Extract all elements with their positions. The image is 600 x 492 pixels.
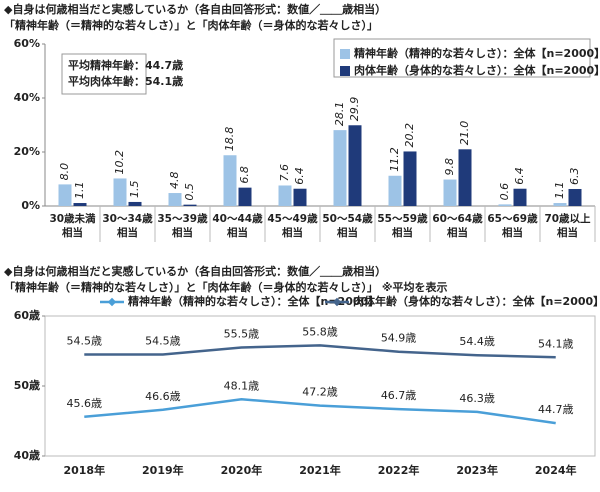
x-tick-label: 30歳未満 相当 (49, 213, 96, 239)
y-tick-label: 40% (14, 91, 40, 104)
x-tick-label: 55～59歳 相当 (377, 213, 428, 239)
value-label: 1.1 (73, 182, 86, 200)
value-label: 6.4 (293, 167, 306, 185)
chart-subtitle: 「精神年齢（＝精神的な若々しさ）」と「肉体年齢（＝身体的な若々しさ）」 (4, 18, 378, 32)
bar (513, 188, 527, 206)
bar (278, 185, 292, 206)
value-label: 45.6歳 (67, 397, 103, 410)
bar (443, 179, 457, 206)
value-label: 11.2 (388, 147, 401, 172)
legend-box (333, 38, 591, 78)
x-tick-label: 70歳以上 相当 (544, 213, 591, 239)
bar (293, 188, 307, 206)
value-label: 10.2 (113, 150, 126, 175)
value-label: 54.4歳 (459, 335, 495, 348)
value-label: 9.8 (443, 158, 456, 176)
bar (388, 175, 402, 206)
x-tick-label: 2021年 (299, 463, 341, 477)
value-label: 21.0 (458, 121, 471, 146)
chart-subtitle: 「精神年齢（＝精神的な若々しさ）」と「肉体年齢（＝身体的な若々しさ）」 ※平均を… (4, 280, 448, 294)
value-label: 44.7歳 (538, 403, 574, 416)
value-label: 46.7歳 (381, 389, 417, 402)
value-label: 55.8歳 (302, 325, 338, 338)
bar (403, 151, 417, 206)
bar (73, 203, 87, 206)
value-label: 54.9歳 (381, 332, 417, 345)
legend-label: 肉体年齢（身体的な若々しさ）：全体【n=2000】 (353, 294, 600, 308)
value-label: 29.9 (348, 97, 361, 122)
bar (568, 188, 582, 206)
x-tick-label: 30～34歳 相当 (102, 213, 153, 239)
x-tick-label: 2023年 (456, 463, 498, 477)
x-tick-label: 2022年 (378, 463, 420, 477)
bar (348, 125, 362, 206)
value-label: 46.6歳 (145, 390, 181, 403)
chart-title: ◆自身は何歳相当だと実感しているか（各自由回答形式：数値／＿＿歳相当） (4, 2, 386, 16)
x-tick-label: 50～54歳 相当 (322, 213, 373, 239)
value-label: 48.1歳 (224, 379, 260, 392)
y-tick-label: 40歳 (14, 448, 40, 462)
value-label: 4.8 (168, 172, 181, 190)
bar (183, 204, 197, 206)
y-tick-label: 20% (14, 145, 40, 158)
line (84, 344, 556, 359)
bar (168, 193, 182, 206)
value-label: 46.3歳 (459, 392, 495, 405)
annotation: 平均精神年齢：44.7歳 (68, 58, 183, 72)
legend-marker (107, 297, 117, 307)
value-label: 8.0 (58, 163, 71, 181)
value-label: 54.1歳 (538, 337, 574, 350)
value-label: 1.5 (128, 180, 141, 198)
x-tick-label: 2018年 (63, 463, 105, 477)
value-label: 0.6 (498, 183, 511, 201)
legend-swatch (340, 49, 350, 59)
y-tick-label: 0% (21, 199, 40, 212)
y-tick-label: 50歳 (14, 378, 40, 392)
y-tick-label: 60% (14, 37, 40, 50)
x-tick-label: 2020年 (221, 463, 263, 477)
x-tick-label: 45～49歳 相当 (267, 213, 318, 239)
y-tick-label: 60歳 (14, 308, 40, 322)
bar (128, 201, 142, 206)
x-tick-label: 60～64歳 相当 (432, 213, 483, 239)
bar (458, 149, 472, 206)
value-label: 6.3 (568, 167, 581, 185)
line (84, 398, 556, 425)
bar (113, 178, 127, 206)
value-label: 20.2 (403, 123, 416, 148)
value-label: 55.5歳 (224, 328, 260, 341)
bar (223, 155, 237, 206)
bar (238, 187, 252, 206)
bar (553, 203, 567, 206)
chart-title: ◆自身は何歳相当だと実感しているか（各自由回答形式：数値／＿＿歳相当） (4, 264, 386, 278)
legend-label: 精神年齢（精神的な若々しさ）：全体【n=2000】 (354, 46, 600, 60)
legend-swatch (340, 66, 350, 76)
bar (498, 204, 512, 206)
bar (333, 130, 347, 206)
value-label: 18.8 (223, 127, 236, 152)
bar (58, 184, 72, 206)
x-tick-label: 65～69歳 相当 (487, 213, 538, 239)
value-label: 6.4 (513, 167, 526, 185)
value-label: 47.2歳 (302, 386, 338, 399)
x-tick-label: 35～39歳 相当 (157, 213, 208, 239)
value-label: 0.5 (183, 183, 196, 201)
legend-marker (332, 297, 342, 307)
x-tick-label: 2024年 (535, 463, 577, 477)
value-label: 7.6 (278, 164, 291, 182)
x-tick-label: 40～44歳 相当 (212, 213, 263, 239)
value-label: 54.5歳 (145, 335, 181, 348)
value-label: 6.8 (238, 166, 251, 184)
annotation-box (61, 53, 147, 95)
annotation: 平均肉体年齢：54.1歳 (68, 74, 183, 88)
value-label: 1.1 (553, 182, 566, 200)
value-label: 54.5歳 (67, 335, 103, 348)
legend-label: 精神年齢（精神的な若々しさ）：全体【n=2000】 (128, 294, 379, 308)
value-label: 28.1 (333, 102, 346, 127)
legend-label: 肉体年齢（身体的な若々しさ）：全体【n=2000】 (354, 63, 600, 77)
x-tick-label: 2019年 (142, 463, 184, 477)
